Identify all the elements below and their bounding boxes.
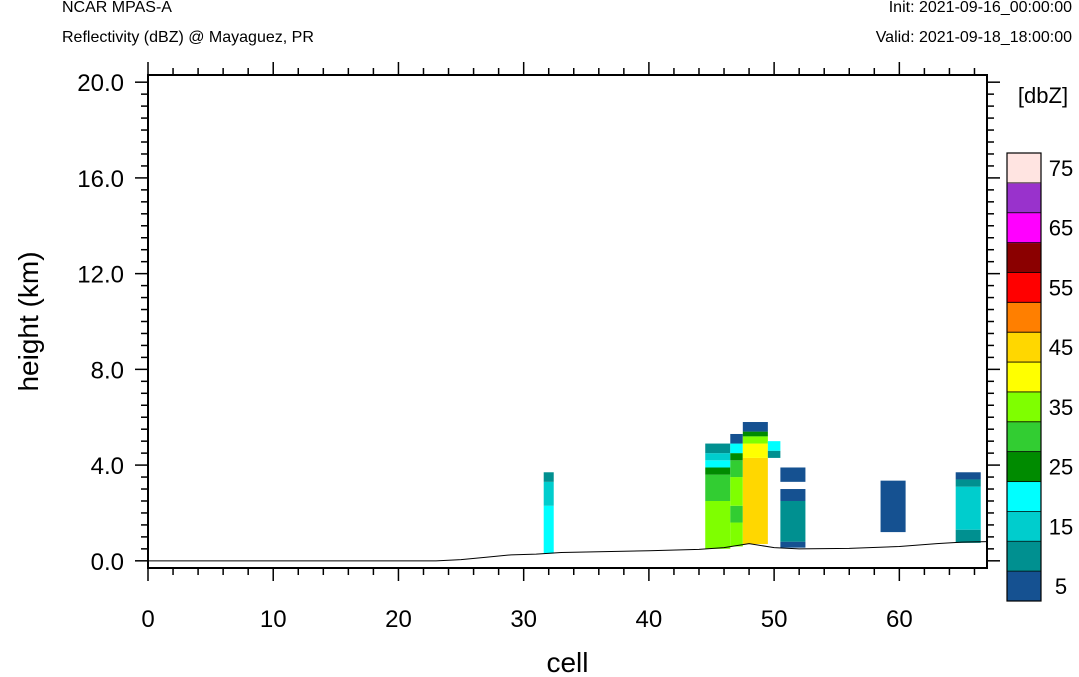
reflectivity-cell	[780, 541, 806, 548]
reflectivity-cell	[742, 457, 768, 545]
y-axis-label: height (km)	[13, 251, 44, 391]
colorbar-swatch	[1007, 302, 1041, 333]
colorbar-label: 75	[1049, 156, 1073, 181]
colorbar-swatch	[1007, 242, 1041, 273]
terrain-line	[148, 541, 988, 562]
colorbar-label: 25	[1049, 455, 1073, 480]
colorbar-label: 45	[1049, 335, 1073, 360]
colorbar-swatch	[1007, 212, 1041, 244]
tick-labels: 0 10 20 30 40 50 60 0.0 4.0 8.0 12.0 16.0 20.0	[77, 70, 912, 633]
colorbar-swatch	[1007, 391, 1041, 423]
x-tick-label: 10	[260, 606, 287, 633]
valid-time: Valid: 2021-09-18_18:00:00	[875, 29, 1072, 46]
model-title: NCAR MPAS-A	[62, 0, 172, 16]
colorbar-swatch	[1007, 332, 1041, 363]
reflectivity-cells	[543, 422, 981, 554]
colorbar-label: 15	[1049, 514, 1073, 539]
x-tick-label: 30	[510, 606, 537, 633]
y-tick-label: 8.0	[91, 357, 124, 384]
reflectivity-cell	[705, 474, 731, 501]
colorbar-swatch	[1007, 182, 1041, 214]
reflectivity-cell	[543, 481, 554, 506]
colorbar-swatch	[1007, 153, 1041, 184]
y-tick-label: 20.0	[77, 70, 124, 97]
reflectivity-cell	[730, 505, 743, 523]
colorbar-swatch	[1007, 421, 1041, 453]
colorbar-swatch	[1007, 451, 1041, 483]
reflectivity-cell	[705, 453, 731, 461]
reflectivity-cell	[780, 500, 806, 542]
reflectivity-cell	[730, 477, 743, 506]
x-tick-label: 0	[141, 606, 154, 633]
y-tick-label: 12.0	[77, 262, 124, 289]
reflectivity-cell	[955, 472, 981, 480]
reflectivity-cell	[730, 453, 743, 461]
reflectivity-cell	[742, 422, 768, 432]
reflectivity-cell	[543, 505, 554, 554]
reflectivity-cell	[730, 443, 743, 454]
colorbar-label: 35	[1049, 395, 1073, 420]
init-time: Init: 2021-09-16_00:00:00	[888, 0, 1072, 16]
colorbar-title: [dbZ]	[1018, 83, 1068, 108]
reflectivity-cell	[955, 479, 981, 487]
y-tick-label: 16.0	[77, 166, 124, 193]
reflectivity-cell	[780, 489, 806, 501]
colorbar-label: 65	[1049, 216, 1073, 241]
reflectivity-cell	[742, 431, 768, 437]
y-tick-label: 0.0	[91, 549, 124, 576]
reflectivity-cell	[705, 500, 731, 549]
plot-frame	[147, 74, 988, 569]
reflectivity-cell	[730, 433, 743, 444]
terrain-profile	[148, 541, 988, 562]
colorbar-swatch	[1007, 511, 1041, 542]
reflectivity-cell	[730, 460, 743, 478]
colorbar-swatch	[1007, 272, 1041, 303]
y-tick-label: 4.0	[91, 453, 124, 480]
colorbar: 5 15 25 35 45 55 65 75	[1006, 152, 1073, 602]
x-tick-label: 60	[886, 606, 913, 633]
field-title: Reflectivity (dBZ) @ Mayaguez, PR	[62, 29, 314, 46]
x-axis-label: cell	[546, 647, 588, 677]
x-tick-label: 20	[385, 606, 412, 633]
reflectivity-cell	[705, 443, 731, 454]
reflectivity-cell	[780, 467, 806, 482]
reflectivity-cell	[767, 441, 781, 451]
reflectivity-cell	[880, 480, 906, 533]
axis-ticks	[135, 62, 1000, 581]
reflectivity-cell	[955, 486, 981, 530]
reflectivity-cell	[730, 522, 743, 547]
reflectivity-cell	[705, 467, 731, 475]
colorbar-swatch	[1007, 362, 1041, 393]
colorbar-swatch	[1007, 571, 1041, 602]
colorbar-swatch	[1007, 481, 1041, 512]
reflectivity-cell	[543, 472, 554, 482]
colorbar-label: 55	[1049, 275, 1073, 300]
colorbar-label: 5	[1055, 574, 1067, 599]
colorbar-swatch	[1007, 541, 1041, 572]
x-tick-label: 50	[761, 606, 788, 633]
reflectivity-cell	[742, 443, 768, 458]
reflectivity-cell	[955, 529, 981, 543]
x-tick-label: 40	[636, 606, 663, 633]
colorbar-frame	[1006, 152, 1042, 602]
reflectivity-cell	[742, 436, 768, 444]
reflectivity-cell	[705, 460, 731, 468]
reflectivity-cell	[767, 450, 781, 458]
